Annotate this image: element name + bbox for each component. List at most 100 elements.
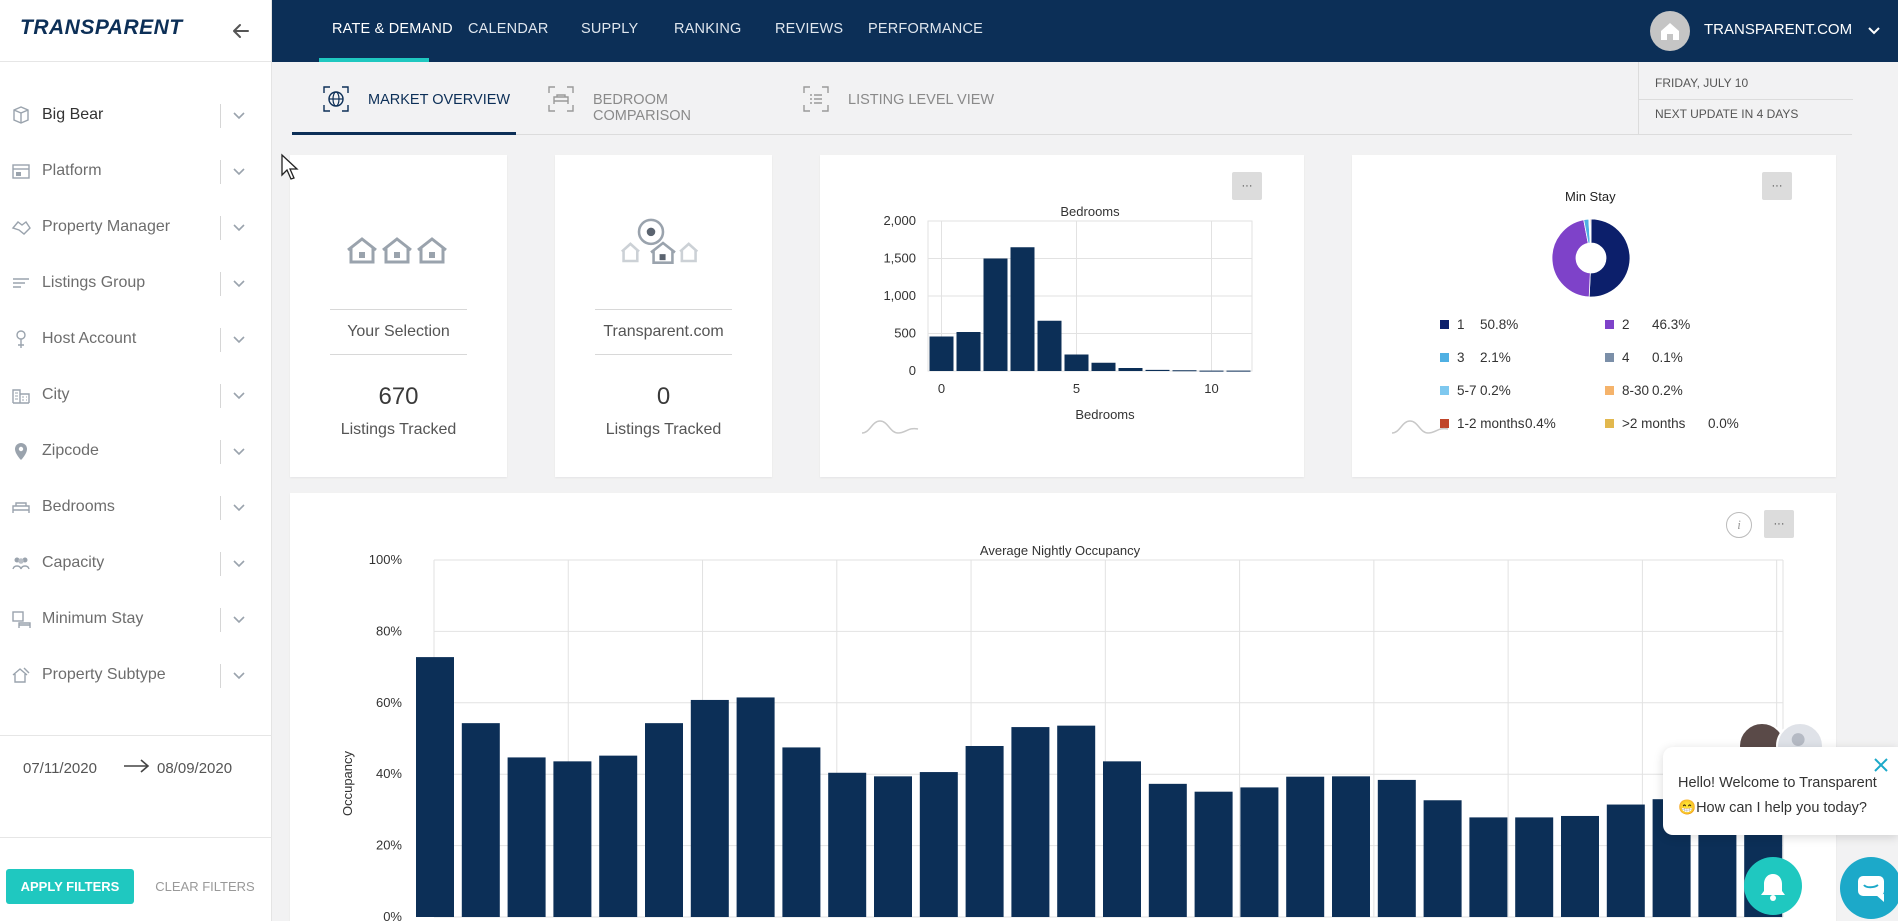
- chevron-down-icon[interactable]: [230, 106, 248, 124]
- filter-city[interactable]: City: [0, 374, 272, 418]
- notifications-button[interactable]: [1744, 857, 1802, 915]
- y-tick-label: 80%: [376, 623, 402, 638]
- filter-capacity[interactable]: Capacity: [0, 542, 272, 586]
- filter-label: City: [42, 386, 70, 403]
- filter-host-account[interactable]: Host Account: [0, 318, 272, 362]
- bar: [1561, 815, 1599, 917]
- filter-label: Host Account: [42, 330, 137, 347]
- bar: [1286, 776, 1325, 917]
- min-stay-pie: [1551, 218, 1631, 298]
- logo: TRANSPARENT: [20, 16, 183, 39]
- tab-bedroom-comparison[interactable]: BEDROOM COMPARISON: [517, 62, 767, 135]
- chat-message[interactable]: Hello! Welcome to Transparent 😁How can I…: [1663, 747, 1898, 835]
- bar: [1064, 354, 1089, 371]
- chevron-down-icon[interactable]: [230, 442, 248, 460]
- collapse-sidebar-icon[interactable]: [228, 18, 254, 44]
- filter-separator: [220, 664, 221, 688]
- host-icon: [16, 330, 26, 348]
- y-tick-label: 2,000: [883, 213, 916, 228]
- date-start[interactable]: 07/11/2020: [23, 760, 97, 777]
- filter-zipcode[interactable]: Zipcode: [0, 430, 272, 474]
- filter-label: Capacity: [42, 554, 105, 571]
- legend-item[interactable]: 2: [1605, 317, 1630, 332]
- chat-line1: Hello! Welcome to Transparent: [1678, 775, 1877, 791]
- pie-slice: [1589, 218, 1592, 244]
- bar: [1377, 779, 1416, 917]
- legend-label: 3: [1457, 350, 1465, 365]
- tab-listing-level-view[interactable]: LISTING LEVEL VIEW: [772, 62, 1022, 135]
- nav-performance[interactable]: PERFORMANCE: [868, 21, 983, 37]
- chat-launcher-button[interactable]: [1840, 857, 1898, 919]
- tab-market-overview[interactable]: MARKET OVERVIEW: [292, 62, 516, 135]
- stat-sub: Listings Tracked: [605, 421, 722, 438]
- more-options-button[interactable]: ···: [1762, 172, 1792, 200]
- calendar-bed-icon: [12, 611, 31, 628]
- nav-calendar[interactable]: CALENDAR: [468, 21, 549, 37]
- bottom-divider: [0, 837, 272, 838]
- bar: [599, 755, 638, 917]
- pie-slice: [1588, 218, 1631, 298]
- chevron-down-icon[interactable]: [230, 274, 248, 292]
- filter-property-subtype[interactable]: Property Subtype: [0, 654, 272, 698]
- info-icon[interactable]: i: [1726, 512, 1752, 538]
- legend-swatch: [1440, 352, 1449, 362]
- chevron-down-icon[interactable]: [230, 218, 248, 236]
- sub-tabs: MARKET OVERVIEW BEDROOM COMPARISON LISTI…: [292, 62, 1853, 135]
- legend-item[interactable]: 4: [1605, 350, 1630, 365]
- chevron-down-icon[interactable]: [230, 554, 248, 572]
- nav-supply[interactable]: SUPPLY: [581, 21, 639, 37]
- close-icon[interactable]: [1872, 756, 1890, 774]
- more-options-button[interactable]: ···: [1232, 172, 1262, 200]
- current-date: FRIDAY, JULY 10: [1655, 76, 1749, 90]
- legend-item[interactable]: 5-7: [1440, 383, 1477, 398]
- houses-icon: [347, 237, 447, 264]
- account-avatar[interactable]: [1650, 11, 1690, 51]
- account-name[interactable]: TRANSPARENT.COM: [1704, 21, 1853, 38]
- apply-filters-button[interactable]: APPLY FILTERS: [6, 869, 134, 904]
- tab-market-overview-label: MARKET OVERVIEW: [368, 92, 511, 108]
- filter-minimum-stay[interactable]: Minimum Stay: [0, 598, 272, 642]
- legend-item[interactable]: 8-30: [1605, 383, 1649, 398]
- nav-reviews[interactable]: REVIEWS: [775, 21, 844, 37]
- legend-swatch: [1605, 352, 1614, 362]
- filter-platform[interactable]: Platform: [0, 150, 272, 194]
- filter-property-manager[interactable]: Property Manager: [0, 206, 272, 250]
- filter-listings-group[interactable]: Listings Group: [0, 262, 272, 306]
- y-tick-label: 20%: [376, 838, 402, 853]
- chevron-down-icon[interactable]: [1866, 22, 1882, 38]
- chevron-down-icon[interactable]: [230, 610, 248, 628]
- filter-big-bear[interactable]: Big Bear: [0, 94, 272, 138]
- filter-bedrooms[interactable]: Bedrooms: [0, 486, 272, 530]
- top-nav: RATE & DEMAND CALENDAR SUPPLY RANKING RE…: [272, 0, 1898, 62]
- chevron-down-icon[interactable]: [230, 330, 248, 348]
- more-options-button[interactable]: ···: [1764, 510, 1794, 538]
- bar: [929, 336, 954, 371]
- next-update-days: IN 4 DAYS: [1741, 107, 1799, 121]
- legend-item[interactable]: 1: [1440, 317, 1465, 332]
- filter-separator: [220, 440, 221, 464]
- legend-item[interactable]: >2 months: [1605, 416, 1685, 431]
- bar: [1010, 247, 1035, 371]
- filter-separator: [220, 328, 221, 352]
- chevron-down-icon[interactable]: [230, 498, 248, 516]
- date-end[interactable]: 08/09/2020: [157, 760, 233, 777]
- legend-value: 0.4%: [1525, 416, 1556, 431]
- chevron-down-icon[interactable]: [230, 386, 248, 404]
- legend-item[interactable]: 3: [1440, 350, 1465, 365]
- bar: [1606, 804, 1645, 917]
- chevron-down-icon[interactable]: [230, 162, 248, 180]
- x-tick-label: 0: [938, 381, 945, 396]
- x-tick-label: 5: [1073, 381, 1080, 396]
- legend-swatch: [1605, 319, 1614, 329]
- legend-label: 1-2 months: [1457, 416, 1525, 431]
- nav-rate-demand[interactable]: RATE & DEMAND: [332, 21, 453, 37]
- chevron-down-icon[interactable]: [230, 666, 248, 684]
- bar: [507, 757, 546, 917]
- legend-item[interactable]: 1-2 months: [1440, 416, 1525, 431]
- nav-ranking[interactable]: RANKING: [674, 21, 742, 37]
- bell-icon: [1761, 874, 1785, 901]
- handshake-icon: [11, 220, 31, 235]
- clear-filters-button[interactable]: CLEAR FILTERS: [150, 869, 260, 904]
- filter-label: Bedrooms: [42, 498, 115, 515]
- bed-compare-icon: [548, 86, 574, 112]
